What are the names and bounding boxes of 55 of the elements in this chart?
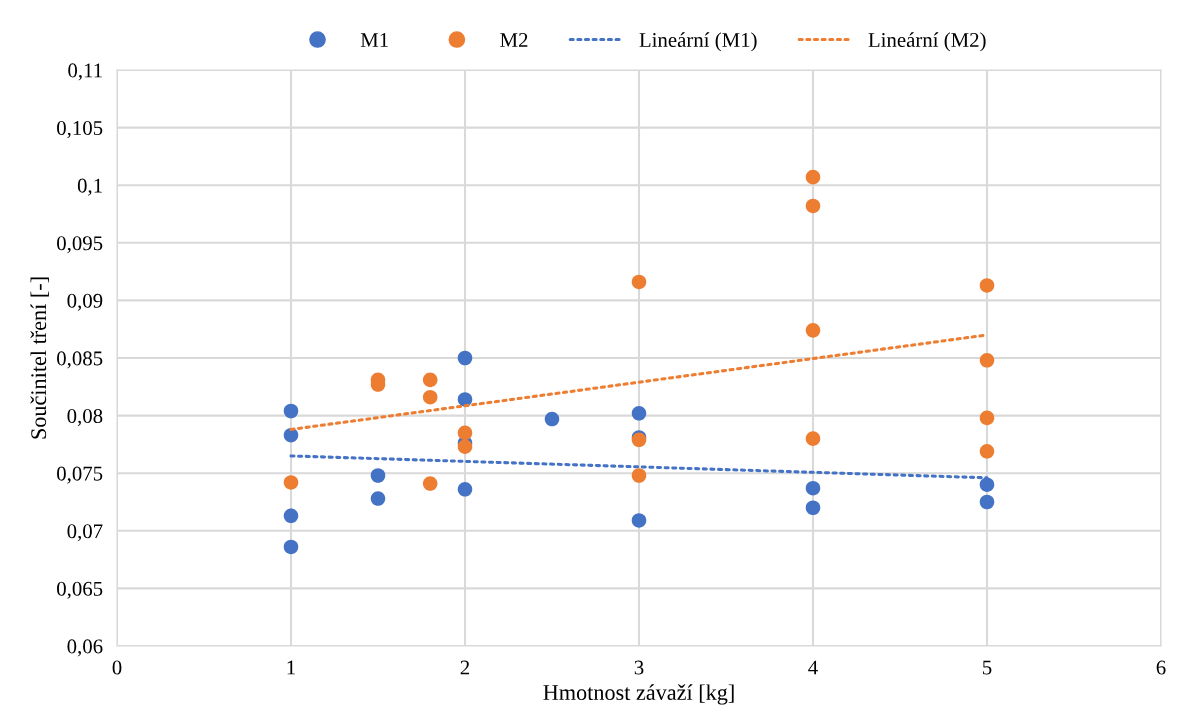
y-tick-label: 0,085	[57, 351, 103, 369]
point	[805, 431, 821, 446]
point	[631, 513, 647, 528]
point	[805, 500, 821, 516]
y-tick-label: 0,1	[77, 178, 102, 196]
legend-label: Lineární (M1)	[639, 32, 757, 52]
point	[631, 406, 647, 421]
point	[979, 278, 995, 293]
point	[283, 508, 299, 524]
y-tick-label: 0,06	[67, 639, 103, 657]
y-tick-label: 0,09	[67, 293, 103, 311]
y-tick-label: 0,08	[67, 408, 103, 427]
point	[283, 403, 299, 419]
point	[979, 410, 995, 426]
point	[283, 539, 299, 555]
point	[422, 389, 438, 405]
point	[457, 350, 473, 366]
x-tick-label: 3	[634, 660, 644, 675]
y-tick-label: 0,075	[57, 466, 103, 484]
point	[283, 475, 299, 490]
x-tick-label: 2	[460, 660, 470, 675]
x-tick-label: 0	[112, 660, 122, 675]
point	[805, 169, 821, 185]
point	[979, 477, 995, 492]
legend-label: M2	[500, 33, 528, 47]
legend-label: Lineární (M2)	[868, 32, 986, 52]
point	[457, 439, 473, 454]
point	[370, 468, 386, 483]
x-axis-title: Hmotnost závaží [kg]	[543, 684, 734, 705]
point	[422, 372, 438, 388]
y-tick-label: 0,07	[67, 524, 103, 542]
y-tick-label: 0,105	[57, 120, 103, 139]
legend-label: M1	[360, 33, 388, 47]
point	[457, 482, 473, 497]
point	[979, 353, 995, 368]
point	[422, 476, 438, 491]
point	[370, 491, 386, 506]
point	[979, 494, 995, 510]
point	[805, 198, 821, 214]
y-axis-title: Součinitel tření [-]	[30, 277, 49, 439]
point	[457, 392, 473, 407]
x-tick-label: 4	[808, 660, 818, 675]
point	[979, 444, 995, 459]
x-tick-label: 1	[287, 660, 295, 675]
x-tick-label: 6	[1156, 660, 1166, 675]
point	[631, 274, 647, 290]
point	[805, 480, 821, 496]
y-tick-label: 0,11	[68, 63, 102, 81]
x-tick-label: 5	[983, 660, 992, 675]
point	[805, 323, 821, 338]
y-tick-label: 0,065	[57, 581, 103, 599]
point	[457, 425, 473, 441]
y-tick-label: 0,095	[57, 236, 103, 254]
point	[631, 468, 647, 483]
point	[544, 411, 560, 427]
